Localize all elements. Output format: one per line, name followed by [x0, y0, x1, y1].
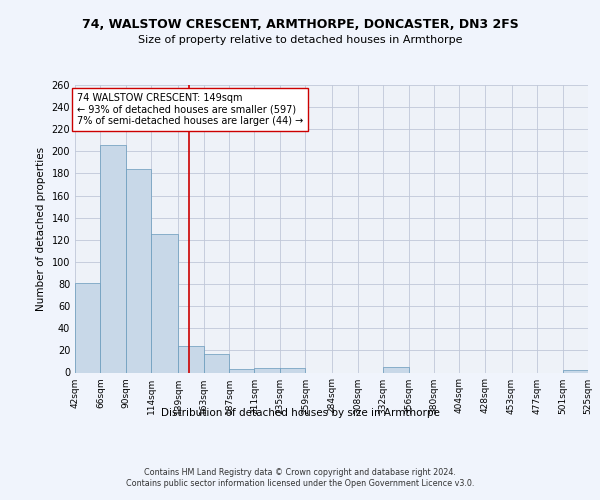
- Y-axis label: Number of detached properties: Number of detached properties: [36, 146, 46, 311]
- Text: Size of property relative to detached houses in Armthorpe: Size of property relative to detached ho…: [138, 35, 462, 45]
- Bar: [100, 144, 126, 372]
- Text: Contains HM Land Registry data © Crown copyright and database right 2024.
Contai: Contains HM Land Registry data © Crown c…: [126, 468, 474, 487]
- Bar: [254, 368, 280, 372]
- Bar: [280, 368, 305, 372]
- Bar: [383, 367, 409, 372]
- Text: 74 WALSTOW CRESCENT: 149sqm
← 93% of detached houses are smaller (597)
7% of sem: 74 WALSTOW CRESCENT: 149sqm ← 93% of det…: [77, 92, 304, 126]
- Bar: [178, 346, 203, 372]
- Bar: [126, 169, 151, 372]
- Bar: [151, 234, 178, 372]
- Bar: [203, 354, 229, 372]
- Bar: [229, 369, 254, 372]
- Bar: [75, 283, 100, 372]
- Text: Distribution of detached houses by size in Armthorpe: Distribution of detached houses by size …: [161, 408, 439, 418]
- Text: 74, WALSTOW CRESCENT, ARMTHORPE, DONCASTER, DN3 2FS: 74, WALSTOW CRESCENT, ARMTHORPE, DONCAST…: [82, 18, 518, 30]
- Bar: [563, 370, 588, 372]
